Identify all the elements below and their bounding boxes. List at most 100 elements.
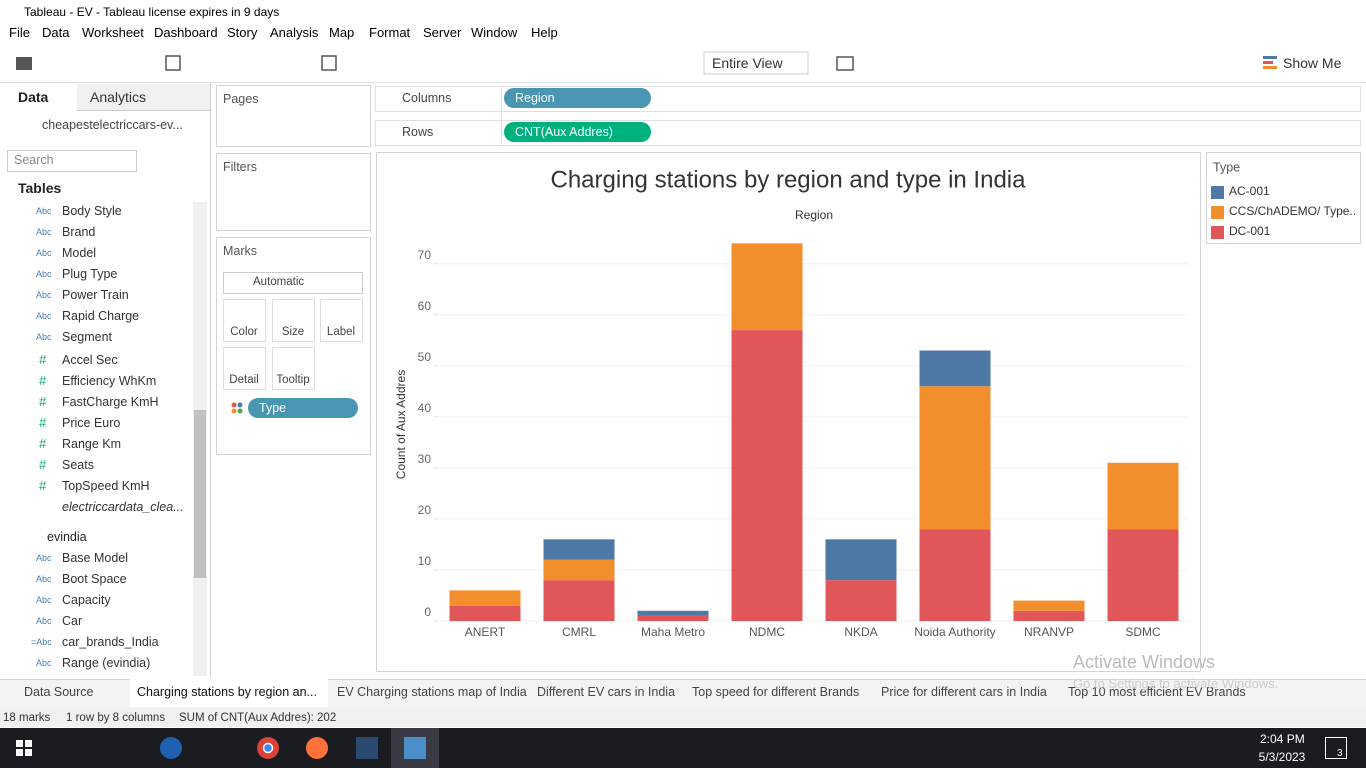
app-icon-2[interactable] — [356, 737, 378, 759]
bar-segment — [449, 605, 521, 621]
notification-icon[interactable] — [1325, 737, 1347, 759]
rows-pill-label[interactable]: CNT(Aux Addres) — [515, 125, 613, 139]
mark-button-label[interactable]: Label — [326, 326, 356, 338]
active-tab-bg[interactable] — [130, 679, 328, 707]
field-name[interactable]: Range (evindia) — [62, 656, 151, 670]
y-tick-label: 50 — [418, 350, 432, 364]
mark-button[interactable] — [272, 299, 315, 342]
field-name[interactable]: Plug Type — [62, 267, 118, 281]
field-name[interactable]: Base Model — [62, 551, 129, 565]
type-pill-label[interactable]: Type — [259, 401, 287, 415]
analytics-tab[interactable]: Analytics — [90, 89, 147, 105]
chart-icon[interactable] — [836, 56, 854, 71]
data-source[interactable]: cheapestelectriccars-ev... — [42, 118, 183, 132]
home-icon[interactable] — [16, 57, 32, 70]
sheet-tab[interactable]: Price for different cars in India — [881, 685, 1047, 699]
field-name[interactable]: electriccardata_clea... — [62, 500, 184, 514]
field-name[interactable]: Seats — [62, 458, 94, 472]
scrollbar-thumb[interactable] — [194, 410, 206, 578]
sheet-tab[interactable]: Different EV cars in India — [537, 685, 676, 699]
search-placeholder[interactable]: Search — [14, 153, 54, 167]
start-icon[interactable] — [16, 740, 23, 747]
type-pill[interactable] — [248, 398, 358, 418]
field-name[interactable]: Capacity — [62, 593, 111, 607]
fit-dropdown[interactable] — [703, 51, 809, 75]
sheet-tab[interactable]: Top speed for different Brands — [692, 685, 860, 699]
mark-button[interactable] — [223, 299, 266, 342]
sheet-tab[interactable]: Charging stations by region an... — [137, 685, 317, 699]
field-name[interactable]: Car — [62, 614, 83, 628]
field-name[interactable]: Efficiency WhKm — [62, 374, 157, 388]
save-icon[interactable] — [165, 55, 181, 71]
mark-type-dropdown[interactable] — [223, 272, 363, 294]
pages-shelf[interactable] — [216, 85, 371, 147]
sheet-tab[interactable]: Top 10 most efficient EV Brands — [1068, 685, 1246, 699]
field-name[interactable]: Range Km — [62, 437, 122, 451]
x-axis-title: Region — [795, 208, 833, 222]
mark-type[interactable]: Automatic — [253, 276, 305, 288]
menu-item[interactable]: File — [9, 25, 30, 40]
field-name[interactable]: Boot Space — [62, 572, 127, 586]
mark-button[interactable] — [223, 347, 266, 390]
columns-pill[interactable] — [504, 88, 651, 108]
watermark-title: Activate Windows — [1073, 652, 1216, 672]
mark-button-label[interactable]: Tooltip — [276, 374, 310, 386]
sheet-tab[interactable]: Data Source — [24, 685, 94, 699]
analytics-tab-bg[interactable] — [77, 84, 210, 111]
field-name[interactable]: Segment — [62, 330, 113, 344]
menu-item[interactable]: Worksheet — [82, 25, 144, 40]
search-box[interactable] — [7, 150, 137, 172]
start-icon-4 — [25, 749, 32, 756]
data-tab-bg[interactable] — [0, 84, 78, 110]
menu-item[interactable]: Story — [227, 25, 258, 40]
field-name[interactable]: FastCharge KmH — [62, 395, 159, 409]
data-pane — [0, 83, 211, 677]
field-name[interactable]: Model — [62, 246, 97, 260]
field-type-icon: # — [39, 352, 47, 367]
mark-button-label[interactable]: Color — [230, 326, 258, 338]
field-name[interactable]: Accel Sec — [62, 353, 118, 367]
menu-item[interactable]: Help — [531, 25, 558, 40]
field-name[interactable]: Rapid Charge — [62, 309, 140, 323]
field-name[interactable]: Brand — [62, 225, 96, 239]
menu-item[interactable]: Map — [329, 25, 355, 40]
mark-button-label[interactable]: Detail — [229, 374, 259, 386]
show-me[interactable]: Show Me — [1283, 55, 1342, 71]
sheet-tab[interactable]: EV Charging stations map of India — [337, 685, 527, 699]
filters-shelf[interactable] — [216, 153, 371, 231]
app-icon[interactable] — [160, 737, 182, 759]
show-me-icon-3 — [1263, 66, 1277, 69]
menu-item[interactable]: Server — [423, 25, 462, 40]
bar-segment — [1107, 462, 1179, 530]
field-name[interactable]: car_brands_India — [62, 635, 159, 649]
field-name[interactable]: Power Train — [62, 288, 129, 302]
new-sheet-icon[interactable] — [321, 55, 337, 71]
notification-badge: 3 — [1337, 748, 1343, 759]
field-name[interactable]: TopSpeed KmH — [62, 479, 150, 493]
clock-time: 2:04 PM — [1260, 732, 1305, 746]
field-name[interactable]: Price Euro — [62, 416, 121, 430]
field-type-icon: # — [39, 394, 47, 409]
menu-item[interactable]: Format — [369, 25, 411, 40]
fit-label[interactable]: Entire View — [712, 55, 783, 71]
rows-label: Rows — [402, 125, 434, 139]
menu-item[interactable]: Dashboard — [154, 25, 218, 40]
mark-button[interactable] — [272, 347, 315, 390]
tableau-taskbar-icon[interactable] — [404, 737, 426, 759]
field-name[interactable]: Body Style — [62, 204, 122, 218]
show-me-icon[interactable] — [1263, 56, 1277, 59]
data-tab[interactable]: Data — [18, 89, 49, 105]
legend-swatch — [1211, 206, 1224, 219]
mark-button-label[interactable]: Size — [281, 326, 305, 338]
menu-item[interactable]: Window — [471, 25, 518, 40]
table-name[interactable]: evindia — [47, 530, 87, 544]
marks-label: Marks — [223, 244, 258, 258]
menu-item[interactable]: Data — [42, 25, 70, 40]
menu-item[interactable]: Analysis — [270, 25, 319, 40]
rows-pill[interactable] — [504, 122, 651, 142]
field-type-icon: Abc — [36, 332, 52, 342]
columns-pill-label[interactable]: Region — [515, 91, 555, 105]
firefox-icon[interactable] — [306, 737, 328, 759]
mark-button[interactable] — [320, 299, 363, 342]
